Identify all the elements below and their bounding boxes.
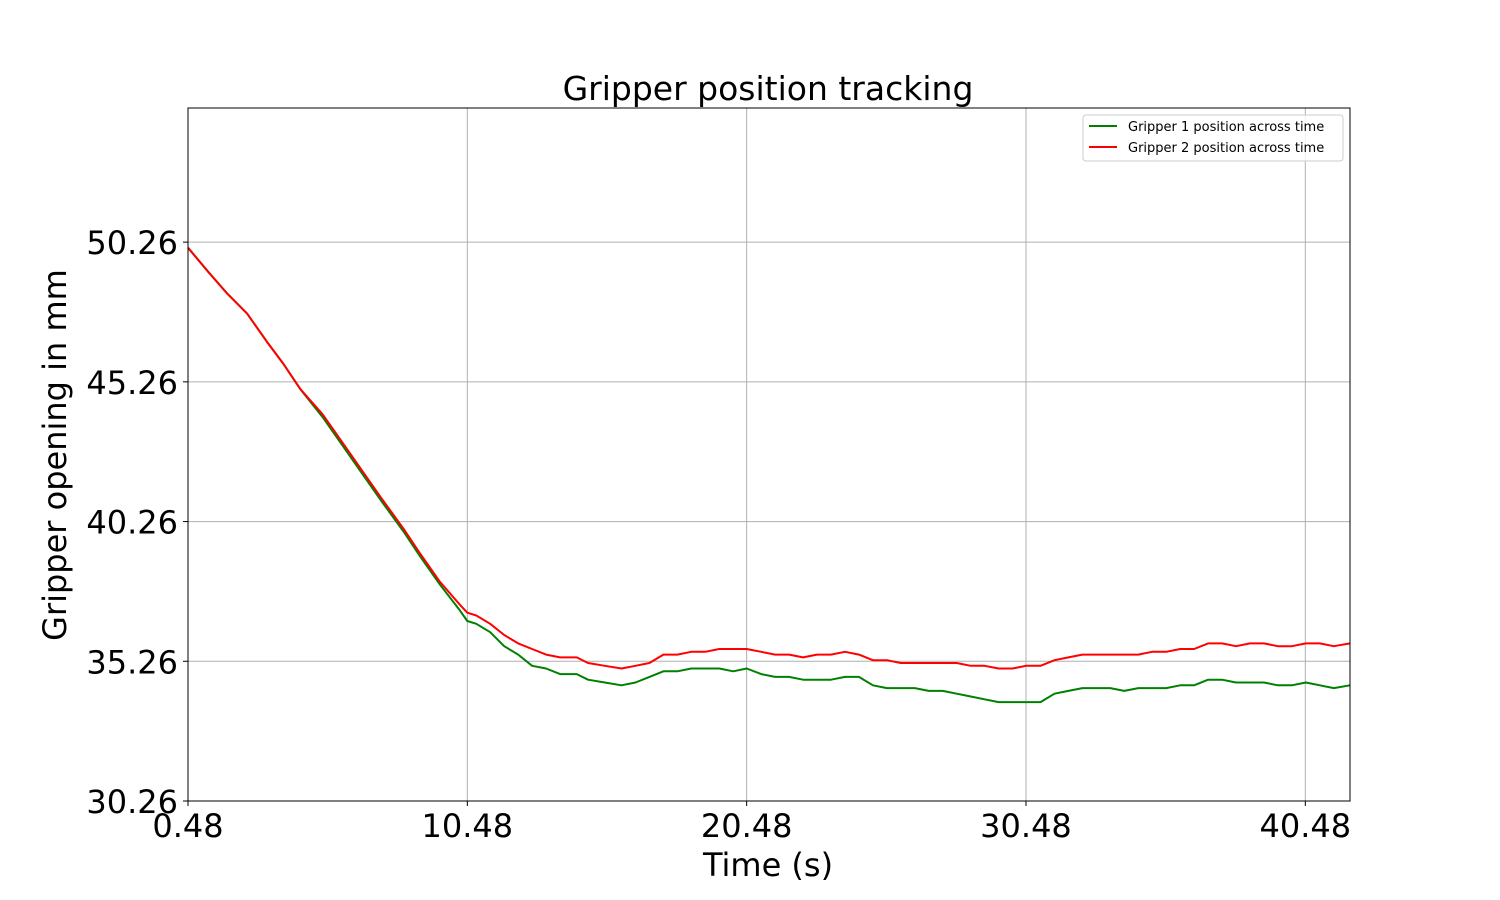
x-tick-label: 20.48 — [701, 807, 793, 845]
legend: Gripper 1 position across time Gripper 2… — [1082, 114, 1344, 162]
series-line-gripper-2 — [187, 247, 1351, 670]
grid — [187, 108, 1350, 802]
x-tick-label: 40.48 — [1260, 807, 1352, 845]
x-axis-label: Time (s) — [702, 846, 833, 884]
y-tick-label: 45.26 — [86, 364, 178, 402]
chart-title: Gripper position tracking — [563, 69, 974, 108]
series-line-gripper-1 — [187, 247, 1351, 704]
x-ticks: 0.48 10.48 20.48 30.48 40.48 — [152, 801, 1351, 845]
x-tick-label: 30.48 — [980, 807, 1072, 845]
y-ticks: 30.26 35.26 40.26 45.26 50.26 — [86, 224, 188, 821]
x-tick-label: 10.48 — [422, 807, 514, 845]
legend-box — [1082, 114, 1344, 162]
y-tick-label: 35.26 — [86, 643, 178, 681]
plot-frame — [187, 107, 1351, 802]
series-layer — [187, 247, 1351, 704]
x-tick-label: 0.48 — [152, 807, 223, 845]
y-tick-label: 50.26 — [86, 224, 178, 262]
legend-label-gripper-1: Gripper 1 position across time — [1128, 120, 1324, 135]
y-tick-label: 30.26 — [86, 783, 178, 821]
y-axis-label: Gripper opening in mm — [36, 269, 74, 641]
legend-label-gripper-2: Gripper 2 position across time — [1128, 141, 1324, 156]
y-tick-label: 40.26 — [86, 504, 178, 542]
